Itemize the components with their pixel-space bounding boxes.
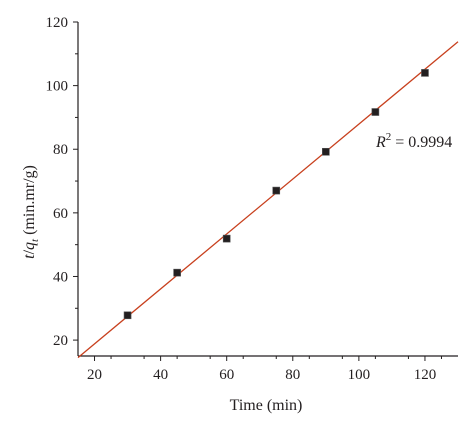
data-point: [421, 69, 429, 77]
data-point: [322, 147, 330, 156]
y-tick-label: 100: [46, 79, 69, 95]
axes: [77, 22, 458, 357]
x-axis-label: Time (min): [230, 397, 303, 414]
r-squared-value: = 0.9994: [391, 134, 452, 151]
y-axis-ticks: 20 40 60 80 100 120: [46, 15, 78, 349]
y-axis-label: t/qt (min.mr/g): [21, 165, 41, 259]
x-tick-label: 60: [219, 367, 234, 383]
x-tick-label: 40: [153, 367, 168, 383]
x-tick-label: 20: [87, 367, 102, 383]
x-tick-label: 80: [285, 367, 300, 383]
y-label-units: (min.mr/g): [21, 165, 38, 239]
y-tick-label: 60: [53, 206, 68, 222]
x-axis-ticks: 20 40 60 80 100 120: [87, 356, 442, 383]
data-point: [173, 268, 181, 277]
y-tick-label: 20: [53, 333, 68, 349]
r-symbol: R: [375, 134, 386, 151]
y-label-q-subscript: t: [29, 238, 41, 242]
fit-line-layer: [77, 41, 459, 359]
r-superscript: 2: [386, 131, 392, 143]
data-point: [371, 108, 380, 116]
y-tick-label: 120: [46, 15, 69, 31]
data-points: [123, 69, 429, 320]
y-tick-label: 40: [53, 269, 68, 285]
y-tick-label: 80: [53, 142, 68, 158]
r-squared-annotation: R2 = 0.9994: [375, 131, 452, 151]
data-point: [123, 311, 132, 320]
data-point: [222, 234, 231, 243]
linear-fit-line: [77, 41, 459, 359]
x-tick-label: 120: [414, 367, 437, 383]
y-label-t: t: [21, 254, 38, 259]
x-tick-label: 100: [348, 367, 371, 383]
y-label-slash: /: [21, 249, 38, 254]
data-point: [272, 186, 281, 195]
y-label-q: q: [21, 242, 38, 250]
